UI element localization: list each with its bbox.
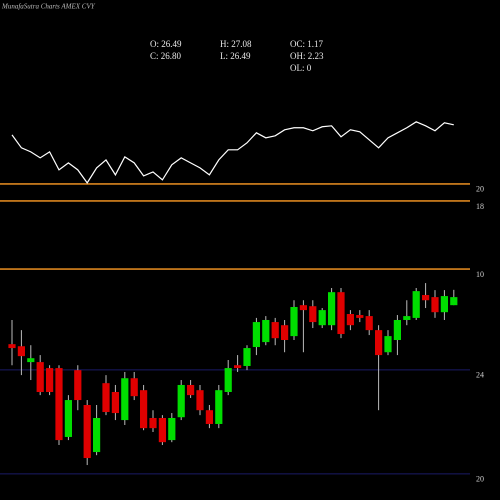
chart-title: MunafaSutra Charts AMEX CVY [1,3,96,11]
candle-body [149,417,157,429]
candle-body [111,391,119,414]
candle-body [168,417,176,441]
candle-body [356,315,364,318]
candle-body [83,404,91,459]
candle-body [365,316,373,331]
candle-body [440,296,448,313]
candle-body [318,310,326,326]
y-tick-label: 18 [476,202,484,211]
y-tick-label: 20 [476,185,484,194]
candle-body [27,358,35,363]
stat-label: OH: 2.23 [290,51,324,61]
candle-body [393,319,401,341]
candle-body [74,370,82,401]
candle-body [403,316,411,320]
candle-body [346,314,354,326]
candle-body [36,362,44,392]
candle-body [281,325,289,341]
candle-body [328,292,336,326]
candle-body [431,297,439,313]
candle-body [158,417,166,443]
candle-body [224,368,232,392]
stat-label: OL: 0 [290,63,312,73]
y-tick-label: 10 [476,270,484,279]
candle-body [450,297,458,306]
candle-body [290,306,298,337]
candle-body [17,346,25,357]
candle-body [375,330,383,356]
candle-body [422,295,430,301]
candle-body [121,378,129,421]
candle-body [46,368,54,392]
candle-body [412,291,420,318]
candle-body [252,322,260,348]
candle-body [8,344,16,349]
candle-body [309,306,317,323]
candle-body [93,417,101,453]
y-tick-label: 24 [476,371,484,380]
stat-label: L: 26.49 [220,51,251,61]
y-tick-label: 20 [476,475,484,484]
stat-label: OC: 1.17 [290,39,324,49]
candle-body [215,390,223,424]
candle-body [187,384,195,396]
candle-body [243,348,251,367]
indicator-line [11,121,454,184]
candle-body [177,384,185,418]
candle-body [205,410,213,424]
candle-body [130,378,138,397]
candle-body [271,322,279,339]
candle-body [196,390,204,411]
candle-body [140,390,148,429]
candle-body [64,400,72,437]
candle-body [262,319,270,343]
candle-body [384,336,392,353]
stat-label: O: 26.49 [150,39,182,49]
stat-label: H: 27.08 [220,39,252,49]
candle-body [55,368,63,441]
candle-body [234,365,242,369]
candle-body [337,292,345,335]
candle-body [299,305,307,311]
candle-body [102,383,110,413]
stat-label: C: 26.80 [150,51,182,61]
